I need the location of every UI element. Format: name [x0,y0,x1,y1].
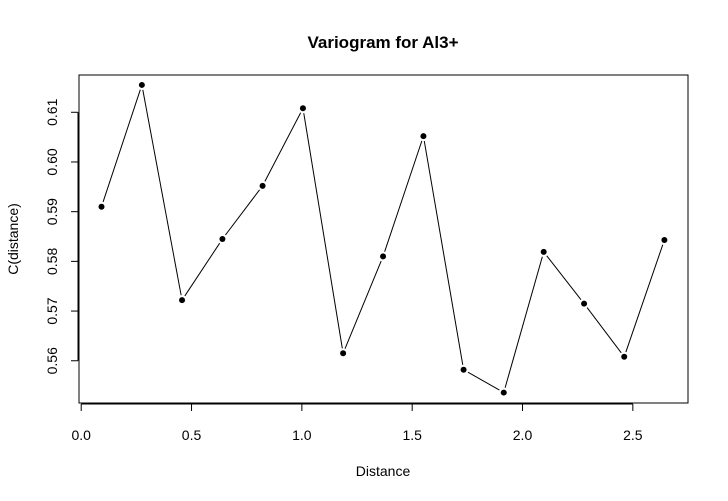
x-axis-label: Distance [356,463,411,479]
series-line-segment [264,112,302,182]
data-point [299,105,306,112]
data-point [179,297,186,304]
series-line-segment [467,371,500,391]
data-point [621,353,628,360]
data-point [219,236,226,242]
y-tick-label: 0.56 [44,347,60,374]
y-tick-label: 0.57 [44,297,60,324]
series-line-segment [303,113,343,349]
series-line-segment [344,260,382,349]
data-point [98,203,105,210]
data-point [340,350,347,357]
plot-border [78,74,689,404]
y-tick-label: 0.59 [44,198,60,225]
data-point [420,133,427,140]
x-tick-label: 0.5 [182,427,202,443]
series-line-segment [142,89,182,296]
data-point [460,366,467,373]
data-point [661,236,668,243]
data-point [540,248,547,255]
data-point [138,81,145,88]
x-tick-label: 0.0 [71,427,91,443]
x-tick-label: 1.5 [402,427,422,443]
y-axis: 0.56 0.57 0.58 0.59 0.60 0.61 [44,98,79,374]
series-line-segment [625,244,664,353]
x-tick-label: 2.5 [623,427,643,443]
series-line-segment [184,242,221,297]
series-line-segment [384,140,423,252]
x-tick-label: 2.0 [513,427,533,443]
data-point [500,389,507,396]
y-tick-label: 0.61 [44,98,60,125]
series-line-segment [586,307,622,354]
series-line-segment [102,89,141,203]
y-axis-label: C(distance) [5,203,21,275]
series-line-segment [225,189,260,236]
x-tick-label: 1.0 [292,427,312,443]
y-tick-label: 0.58 [44,248,60,275]
x-axis: 0.0 0.5 1.0 1.5 2.0 2.5 [71,403,643,443]
chart-title: Variogram for Al3+ [307,33,458,52]
series-line-segment [423,140,464,365]
y-tick-label: 0.60 [44,148,60,175]
series-group [98,81,668,396]
data-point [259,182,266,189]
series-line-segment [504,256,543,388]
series-line-segment [546,255,582,300]
data-point [380,253,387,260]
data-point [581,300,588,307]
